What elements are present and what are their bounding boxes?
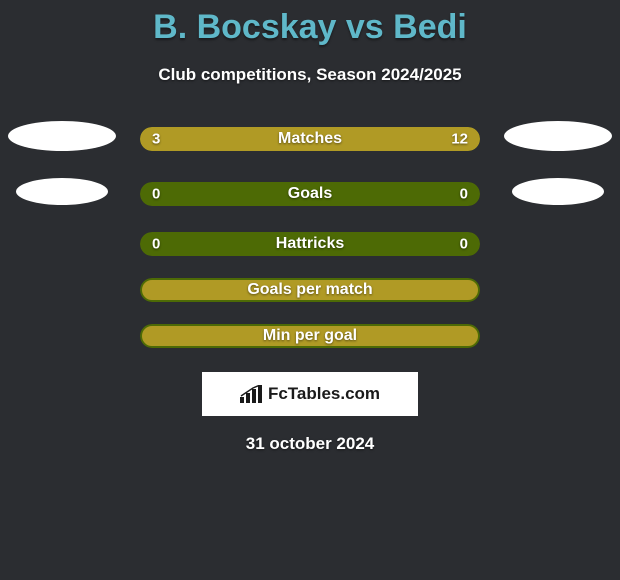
- stat-rows: 3 12 Matches 0 0 Goals 0 0 Hattricks Goals per ma…: [0, 121, 620, 348]
- bar-chart-icon: [240, 385, 262, 403]
- avatar-slot-right: [498, 178, 618, 210]
- stat-bar: 0 0 Goals: [140, 182, 480, 206]
- bar-fill-left: [140, 127, 208, 151]
- stat-bar: 3 12 Matches: [140, 127, 480, 151]
- stat-label: Hattricks: [276, 235, 344, 253]
- avatar-slot-right: [498, 121, 618, 156]
- stat-row: 3 12 Matches: [0, 121, 620, 156]
- stat-value-left: 3: [152, 130, 160, 147]
- page-subtitle: Club competitions, Season 2024/2025: [0, 65, 620, 85]
- stat-label: Goals per match: [247, 281, 372, 299]
- stat-value-right: 0: [460, 186, 468, 203]
- stat-value-right: 12: [451, 130, 468, 147]
- stat-value-right: 0: [460, 236, 468, 253]
- stat-value-left: 0: [152, 186, 160, 203]
- stat-row: Min per goal: [0, 324, 620, 348]
- player-avatar-right: [512, 178, 604, 205]
- player-avatar-right: [504, 121, 612, 151]
- avatar-slot-left: [2, 178, 122, 210]
- avatar-slot-left: [2, 121, 122, 156]
- logo-box: FcTables.com: [202, 372, 418, 416]
- player-avatar-left: [16, 178, 108, 205]
- bar-fill-right: [208, 127, 480, 151]
- comparison-card: B. Bocskay vs Bedi Club competitions, Se…: [0, 0, 620, 454]
- stat-row: 0 0 Hattricks: [0, 232, 620, 256]
- stat-row: Goals per match: [0, 278, 620, 302]
- stat-bar: Goals per match: [140, 278, 480, 302]
- stat-bar: 0 0 Hattricks: [140, 232, 480, 256]
- stat-bar: Min per goal: [140, 324, 480, 348]
- page-title: B. Bocskay vs Bedi: [0, 8, 620, 47]
- stat-label: Goals: [288, 185, 332, 203]
- date-label: 31 october 2024: [0, 434, 620, 454]
- logo: FcTables.com: [240, 384, 380, 404]
- stat-label: Min per goal: [263, 327, 357, 345]
- stat-value-left: 0: [152, 236, 160, 253]
- stat-row: 0 0 Goals: [0, 178, 620, 210]
- logo-text: FcTables.com: [268, 384, 380, 404]
- stat-label: Matches: [278, 130, 342, 148]
- player-avatar-left: [8, 121, 116, 151]
